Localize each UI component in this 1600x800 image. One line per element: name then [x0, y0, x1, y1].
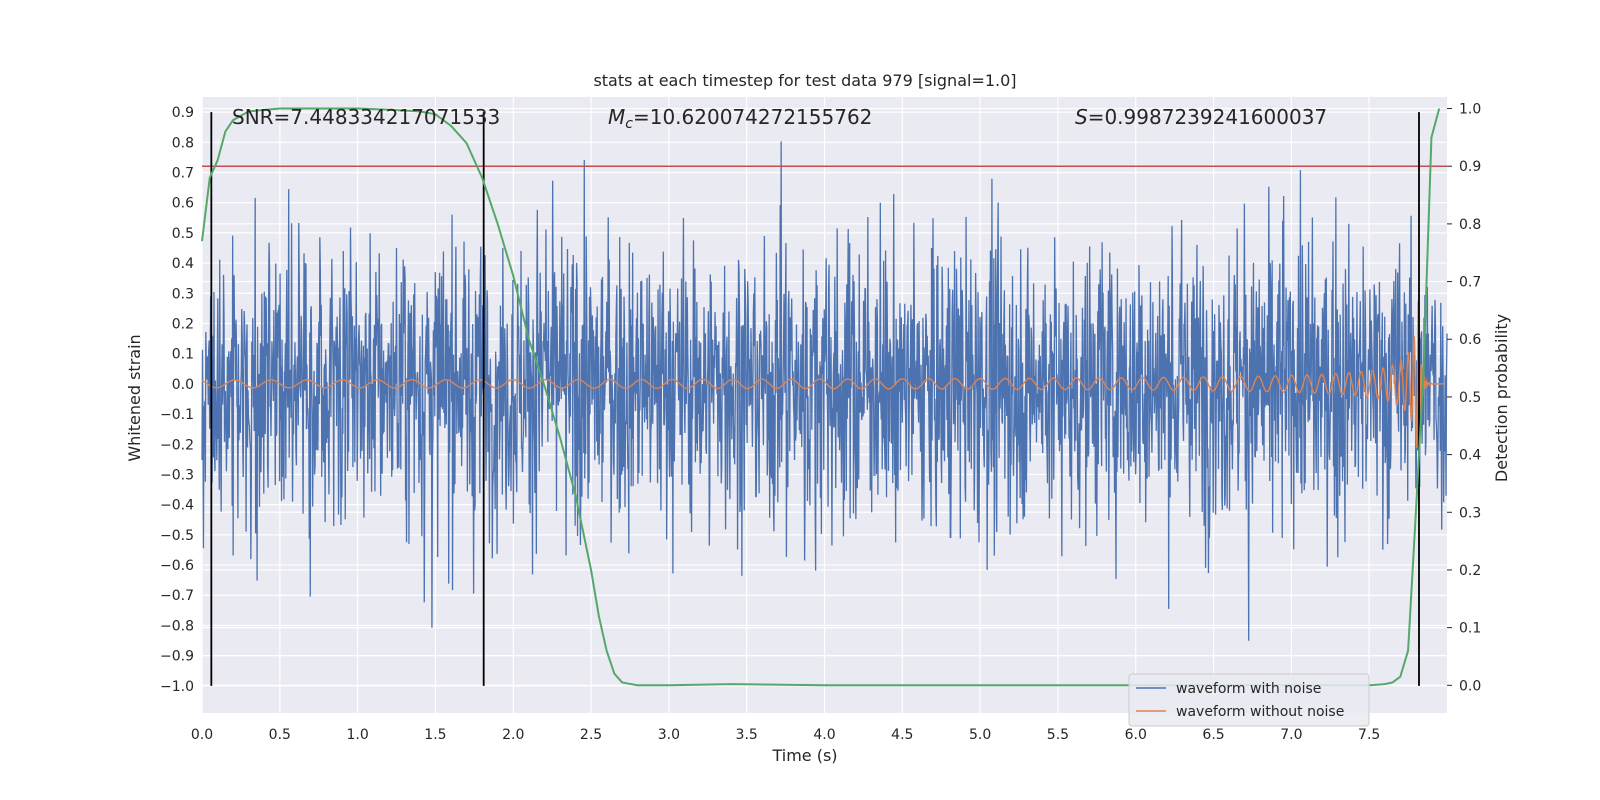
y-tick-label: −0.5 — [160, 528, 194, 544]
y-tick-label: 0.1 — [172, 347, 194, 363]
y2-tick-label: 0.0 — [1459, 678, 1481, 694]
y2-tick-label: 0.8 — [1459, 217, 1481, 233]
y2-tick-label: 0.7 — [1459, 275, 1481, 291]
y2-tick-label: 0.6 — [1459, 332, 1481, 348]
x-tick-label: 7.5 — [1358, 727, 1380, 743]
chart-title: stats at each timestep for test data 979… — [593, 71, 1016, 90]
legend-label-noise: waveform with noise — [1176, 681, 1321, 697]
noise-waveform-line — [201, 141, 1448, 641]
mc-symbol: M — [608, 105, 625, 129]
y-tick-label: 0.3 — [172, 286, 194, 302]
x-tick-label: 5.5 — [1047, 727, 1069, 743]
y2-tick-label: 0.1 — [1459, 621, 1481, 637]
y-tick-label: 0.7 — [172, 165, 194, 181]
x-tick-label: 3.5 — [736, 727, 758, 743]
s-annotation: S=0.9987239241600037 — [1075, 105, 1327, 129]
s-symbol: S — [1075, 105, 1088, 129]
snr-annotation: SNR=7.448334217071533 — [232, 105, 500, 129]
series-detection-probability — [201, 107, 1441, 687]
y-tick-label: 0.2 — [172, 316, 194, 332]
mc-value: =10.620074272155762 — [633, 105, 872, 129]
x-tick-label: 2.0 — [502, 727, 524, 743]
mc-subscript: c — [625, 116, 633, 132]
y2-tick-label: 0.5 — [1459, 390, 1481, 406]
x-tick-label: 1.5 — [424, 727, 446, 743]
clean-waveform-line — [201, 300, 1444, 449]
y-tick-label: −0.3 — [160, 467, 194, 483]
x-tick-label: 4.5 — [891, 727, 913, 743]
y2-axis-label: Detection probability — [1492, 314, 1511, 482]
x-axis-ticks: 0.0 0.5 1.0 1.5 2.0 2.5 3.0 3.5 4.0 4.5 5.0 5.5 6.0 6… — [191, 727, 1380, 743]
vertical-markers — [210, 112, 1420, 686]
y-tick-label: −0.1 — [160, 407, 194, 423]
x-tick-label: 7.0 — [1280, 727, 1302, 743]
series-waveform-without-noise — [201, 300, 1444, 449]
legend: waveform with noise waveform without noi… — [1128, 673, 1370, 727]
y2-axis-ticks: 1.0 0.9 0.8 0.7 0.6 0.5 0.4 0.3 0.2 0.1 0.0 — [1447, 102, 1481, 694]
x-tick-label: 3.0 — [658, 727, 680, 743]
x-tick-label: 6.5 — [1202, 727, 1224, 743]
y-tick-label: −0.9 — [160, 649, 194, 665]
y2-tick-label: 0.2 — [1459, 563, 1481, 579]
x-tick-label: 1.0 — [346, 727, 368, 743]
y-tick-label: 0.6 — [172, 196, 194, 212]
x-tick-label: 0.5 — [269, 727, 291, 743]
y-tick-label: 0.5 — [172, 226, 194, 242]
y-tick-label: −0.2 — [160, 437, 194, 453]
x-tick-label: 4.0 — [813, 727, 835, 743]
y-tick-label: 0.8 — [172, 135, 194, 151]
y-axis-label: Whitened strain — [125, 334, 144, 461]
x-tick-label: 0.0 — [191, 727, 213, 743]
y-tick-label: 0.4 — [172, 256, 194, 272]
y2-tick-label: 1.0 — [1459, 102, 1481, 118]
y-tick-label: −0.4 — [160, 498, 194, 514]
y-tick-label: −0.8 — [160, 618, 194, 634]
legend-box — [1128, 673, 1370, 727]
y2-tick-label: 0.3 — [1459, 505, 1481, 521]
y-tick-label: 0.9 — [172, 105, 194, 121]
probability-line — [201, 107, 1441, 687]
x-tick-label: 6.0 — [1125, 727, 1147, 743]
y2-tick-label: 0.9 — [1459, 159, 1481, 175]
legend-label-clean: waveform without noise — [1176, 704, 1344, 720]
y-axis-ticks: 0.9 0.8 0.7 0.6 0.5 0.4 0.3 0.2 0.1 0.0 −0.1 −0.2 −0… — [160, 105, 194, 695]
y-tick-label: −0.7 — [160, 588, 194, 604]
series-waveform-with-noise — [201, 141, 1448, 641]
y-tick-label: −1.0 — [160, 679, 194, 695]
x-tick-label: 2.5 — [580, 727, 602, 743]
y-tick-label: −0.6 — [160, 558, 194, 574]
y2-tick-label: 0.4 — [1459, 448, 1481, 464]
y-tick-label: 0.0 — [172, 377, 194, 393]
x-tick-label: 5.0 — [969, 727, 991, 743]
s-value: =0.9987239241600037 — [1088, 105, 1327, 129]
x-axis-label: Time (s) — [771, 746, 837, 765]
chirp-mass-annotation: Mc=10.620074272155762 — [608, 105, 872, 132]
